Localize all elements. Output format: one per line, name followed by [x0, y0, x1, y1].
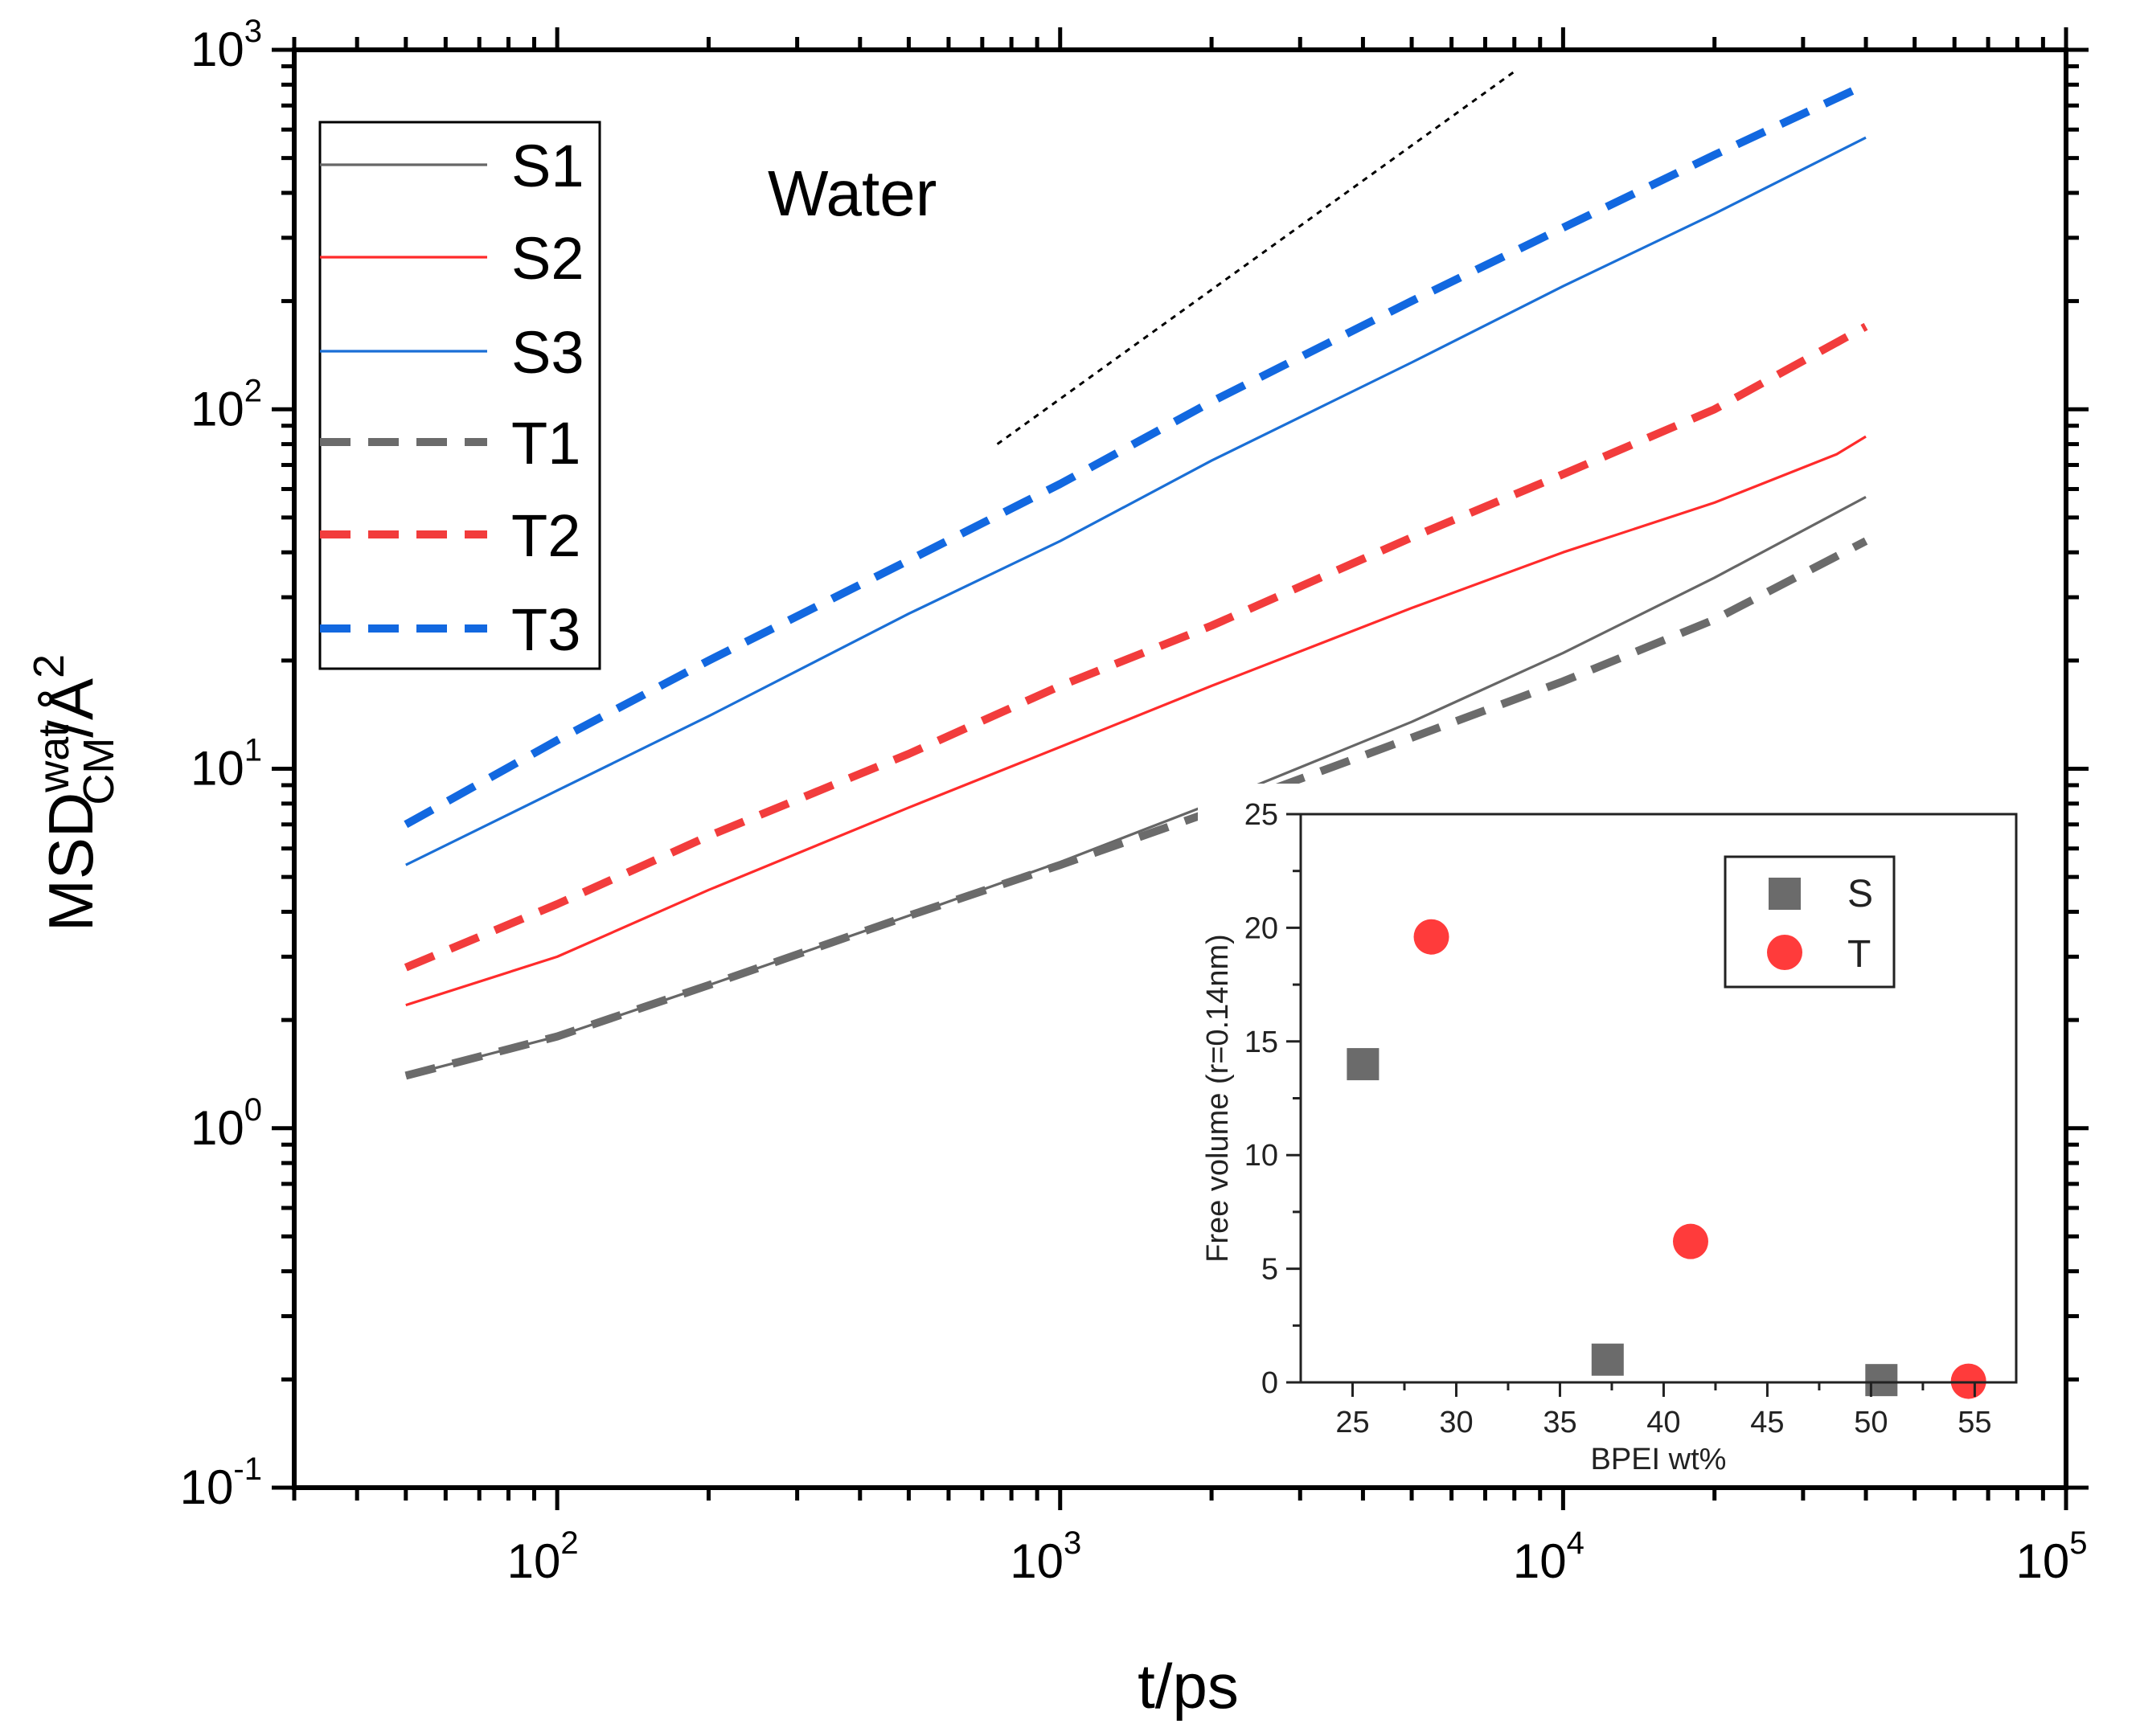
inset-legend-label-t: T	[1847, 933, 1871, 976]
x-tick-label: 102	[507, 1525, 579, 1588]
main-legend-box	[318, 121, 601, 670]
inset-background	[1198, 784, 2042, 1483]
inset-x-tick-label: 40	[1646, 1406, 1680, 1439]
y-axis-title-sub: CM	[75, 738, 123, 805]
y-tick-label: 10-1	[180, 1451, 262, 1514]
inset-point-s	[1591, 1343, 1624, 1376]
inset-legend-swatch-s	[1769, 878, 1801, 910]
y-axis-title: MSDwatCM/Å2	[25, 654, 123, 931]
inset-legend: ST	[1724, 855, 1896, 989]
inset-y-axis-title: Free volume (r=0.14nm)	[1201, 934, 1235, 1263]
inset-x-tick-label: 45	[1750, 1406, 1784, 1439]
y-tick-label: 101	[191, 733, 262, 796]
inset-y-tick-label: 5	[1261, 1253, 1278, 1287]
inset-legend-label-s: S	[1847, 873, 1873, 915]
main-plot-frame	[292, 47, 2068, 1490]
inset-ticks-group	[1286, 813, 1976, 1397]
inset-y-tick-label: 25	[1244, 798, 1278, 832]
main-legend: S1 S2 S3 T1 T2 T3	[318, 121, 601, 670]
inset-x-tick-label: 35	[1543, 1406, 1576, 1439]
x-tick-label: 104	[1513, 1525, 1585, 1588]
legend-label-s1: S1	[511, 133, 584, 199]
series-line-s3	[405, 136, 1867, 866]
inset-x-tick-label: 50	[1854, 1406, 1888, 1439]
y-axis-title-unit-sup: 2	[25, 654, 73, 678]
series-line-t2	[404, 322, 1868, 972]
y-tick-label: 102	[191, 373, 262, 436]
y-axis-title-main: MSD	[35, 792, 106, 931]
legend-label-s3: S3	[511, 319, 584, 386]
inset-x-tick-label: 55	[1958, 1406, 1991, 1439]
inset-plot: 25 30 35 40 45 50 55 0 5 10 15 20 25 BPEI wt% Free v…	[1198, 784, 2042, 1483]
inset-x-tick-label: 30	[1439, 1406, 1473, 1439]
legend-label-t3: T3	[511, 596, 580, 663]
inset-legend-box	[1724, 855, 1896, 989]
main-series-group	[404, 70, 1868, 1080]
x-axis-title: t/ps	[1138, 1651, 1239, 1722]
inset-point-t	[1413, 919, 1449, 955]
y-axis-title-unit: /Å	[35, 678, 106, 738]
y-tick-label: 100	[191, 1092, 262, 1155]
inset-points-group	[1347, 919, 1986, 1399]
reference-slope-line	[996, 70, 1515, 445]
inset-tick-labels: 25 30 35 40 45 50 55 0 5 10 15 20 25	[1244, 798, 1992, 1439]
y-tick-label: 103	[191, 14, 262, 76]
inset-point-s	[1347, 1048, 1380, 1081]
y-axis-title-sup: wat	[30, 725, 78, 793]
legend-label-t1: T1	[511, 410, 580, 477]
series-line-s2	[405, 435, 1867, 1007]
annotation-water: Water	[768, 158, 937, 229]
series-line-t1	[404, 537, 1868, 1080]
x-tick-label: 105	[2016, 1525, 2088, 1588]
inset-y-tick-label: 0	[1261, 1366, 1278, 1400]
inset-point-t	[1672, 1223, 1708, 1259]
inset-legend-swatch-t	[1767, 935, 1802, 970]
inset-plot-frame	[1299, 813, 2018, 1384]
series-line-s1	[405, 495, 1867, 1077]
inset-y-tick-label: 10	[1244, 1139, 1278, 1173]
series-line-t3	[404, 80, 1868, 829]
inset-y-tick-label: 20	[1244, 911, 1278, 945]
x-tick-label: 103	[1010, 1525, 1081, 1588]
inset-y-tick-label: 15	[1244, 1026, 1278, 1059]
legend-label-s2: S2	[511, 225, 584, 292]
inset-x-tick-label: 25	[1335, 1406, 1369, 1439]
inset-x-axis-title: BPEI wt%	[1591, 1443, 1727, 1476]
legend-label-t2: T2	[511, 502, 580, 569]
